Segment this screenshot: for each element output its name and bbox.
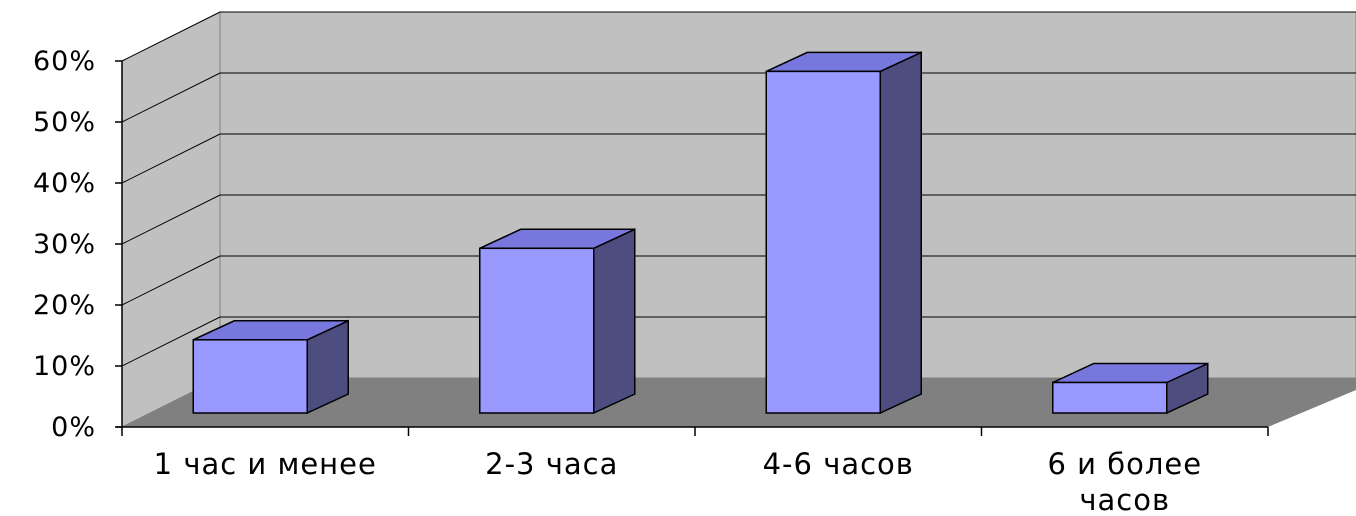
bar: [765, 51, 922, 415]
y-tick-label: 0%: [51, 412, 96, 443]
gridline: [121, 133, 1356, 184]
bar-front: [1052, 381, 1168, 414]
x-axis: [116, 426, 1269, 436]
bar: [1052, 362, 1209, 415]
gridline: [121, 194, 1356, 245]
y-tick-label: 60%: [33, 46, 96, 77]
bar-front: [479, 247, 595, 414]
category-label: 2-3 часа: [485, 447, 618, 481]
bar-front: [765, 70, 881, 414]
y-tick-label: 30%: [33, 229, 96, 260]
gridline: [121, 316, 1356, 367]
category-label: 1 час и менее: [154, 447, 377, 481]
y-axis: 0% 10% 20% 30% 40% 50% 60%: [33, 46, 123, 443]
bar-side: [879, 51, 922, 415]
gridline: [121, 255, 1356, 306]
bar: [479, 228, 636, 415]
category-labels: 1 час и менее 2-3 часа 4-6 часов 6 и более ч…: [154, 447, 1202, 516]
y-tick-label: 50%: [33, 107, 96, 138]
y-tick-label: 40%: [33, 168, 96, 199]
chart-floor: [122, 378, 1356, 427]
bars: [192, 51, 1209, 415]
gridlines: [121, 11, 1356, 367]
gridline: [121, 72, 1356, 123]
category-label: 4-6 часов: [763, 447, 914, 481]
y-tick-label: 10%: [33, 351, 96, 382]
category-label: 6 и более часов: [1047, 447, 1202, 516]
gridline: [121, 11, 1356, 62]
y-tick-label: 20%: [33, 290, 96, 321]
bar-side: [593, 228, 636, 415]
bar-front: [192, 339, 308, 414]
bar: [192, 319, 349, 415]
